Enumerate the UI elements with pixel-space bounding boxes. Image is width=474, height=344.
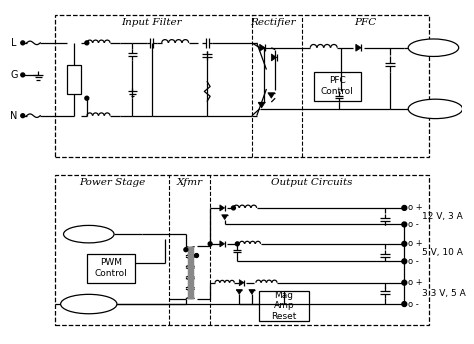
Polygon shape — [258, 103, 265, 108]
Polygon shape — [271, 54, 277, 61]
Bar — [55, 15, 428, 158]
Ellipse shape — [408, 99, 463, 119]
Circle shape — [402, 280, 407, 285]
Text: Output Circuits: Output Circuits — [271, 178, 353, 187]
Text: + Bus
Return: + Bus Return — [421, 99, 449, 119]
Text: N: N — [10, 111, 18, 121]
Circle shape — [21, 73, 25, 77]
Bar — [259, 291, 309, 321]
Circle shape — [402, 205, 407, 210]
Text: Xfmr: Xfmr — [177, 178, 203, 187]
Text: o +: o + — [408, 239, 423, 248]
Text: 12 V, 3 A: 12 V, 3 A — [422, 212, 463, 221]
Ellipse shape — [64, 225, 114, 243]
Circle shape — [402, 259, 407, 264]
Text: 5 V, 10 A: 5 V, 10 A — [422, 248, 463, 257]
Polygon shape — [222, 215, 228, 219]
Circle shape — [402, 302, 407, 307]
Circle shape — [21, 41, 25, 45]
Polygon shape — [220, 205, 225, 211]
Bar — [314, 72, 361, 101]
Text: G: G — [10, 70, 18, 80]
Circle shape — [21, 114, 25, 118]
Text: PFC
Control: PFC Control — [321, 76, 354, 96]
Bar — [55, 175, 428, 325]
Text: L: L — [11, 38, 17, 48]
Circle shape — [85, 96, 89, 100]
Text: o -: o - — [408, 257, 419, 266]
Circle shape — [184, 248, 188, 251]
Text: o +: o + — [408, 203, 423, 213]
Circle shape — [208, 242, 212, 246]
Circle shape — [195, 254, 199, 257]
Circle shape — [402, 222, 407, 227]
Ellipse shape — [408, 39, 459, 56]
Text: PFC: PFC — [355, 18, 377, 27]
Text: + Bus: + Bus — [420, 43, 447, 52]
Text: Power Stage: Power Stage — [79, 178, 145, 187]
Bar — [87, 254, 136, 283]
Text: o +: o + — [408, 278, 423, 287]
Text: o -: o - — [408, 220, 419, 229]
Polygon shape — [239, 280, 244, 286]
Circle shape — [85, 41, 89, 45]
Text: o -: o - — [408, 300, 419, 309]
Text: + Bus: + Bus — [75, 230, 102, 239]
Circle shape — [231, 206, 236, 210]
Text: + Bus
Return: + Bus Return — [75, 294, 103, 314]
Ellipse shape — [61, 294, 117, 314]
Text: Rectifier: Rectifier — [250, 18, 296, 27]
Text: Input Filter: Input Filter — [121, 18, 182, 27]
Polygon shape — [268, 93, 275, 98]
Polygon shape — [260, 44, 265, 51]
Text: Mag
Amp
Reset: Mag Amp Reset — [271, 291, 297, 321]
Text: 3.3 V, 5 A: 3.3 V, 5 A — [422, 289, 465, 298]
Text: PWM
Control: PWM Control — [95, 258, 128, 278]
Circle shape — [236, 242, 239, 246]
Circle shape — [402, 241, 407, 246]
Polygon shape — [236, 290, 242, 294]
Polygon shape — [249, 290, 255, 294]
Bar — [67, 65, 81, 94]
Polygon shape — [356, 44, 361, 51]
Polygon shape — [220, 241, 225, 247]
